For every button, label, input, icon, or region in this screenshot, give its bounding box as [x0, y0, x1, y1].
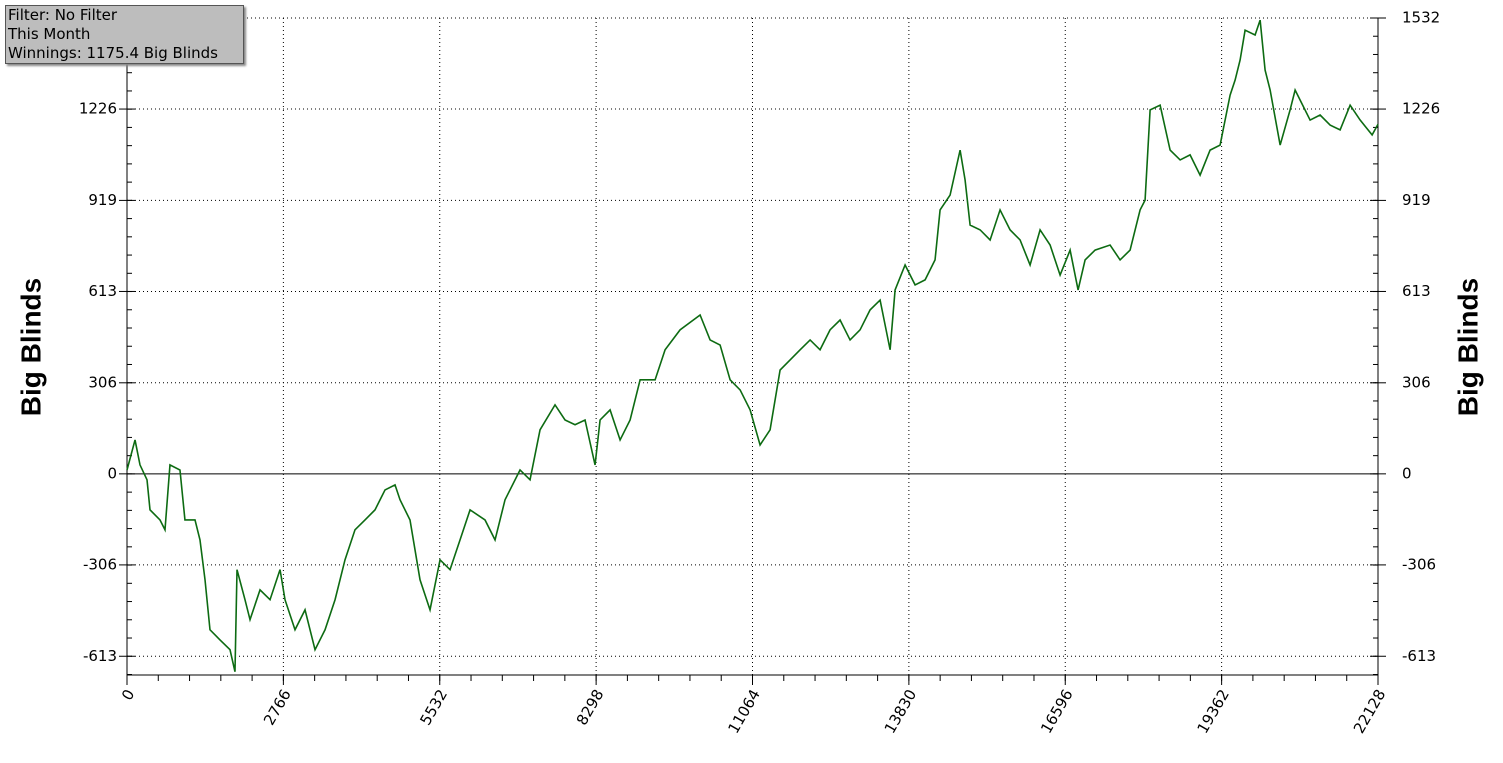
y-tick-label: 306: [88, 373, 117, 391]
x-tick-label: 8298: [573, 686, 608, 728]
x-tick-label: 2766: [260, 686, 295, 728]
x-tick-label: 0: [118, 686, 138, 703]
y-axis-label: Big Blinds: [15, 278, 46, 416]
y2-tick-label: -306: [1402, 555, 1436, 573]
x-tick-label: 11064: [724, 686, 763, 736]
y2-tick-label: 306: [1402, 373, 1431, 391]
x-tick-label: 22128: [1350, 686, 1389, 736]
x-tick-label: 19362: [1194, 686, 1233, 736]
x-tick-label: 13830: [881, 686, 920, 736]
y-tick-label: -613: [83, 647, 117, 665]
winnings-text: Winnings: 1175.4 Big Blinds: [8, 44, 218, 62]
y-tick-label: 0: [107, 464, 117, 482]
y2-tick-label: -613: [1402, 647, 1436, 665]
y-tick-label: 1226: [79, 100, 117, 118]
x-tick-label: 16596: [1037, 686, 1076, 736]
info-box: Filter: No Filter This Month Winnings: 1…: [5, 5, 244, 64]
y2-tick-label: 613: [1402, 282, 1431, 300]
y-tick-label: 613: [88, 282, 117, 300]
y-tick-label: 919: [88, 191, 117, 209]
y2-tick-label: 919: [1402, 191, 1431, 209]
data-line: [126, 19, 1379, 672]
filter-text: Filter: No Filter: [8, 6, 118, 24]
y2-axis-label: Big Blinds: [1452, 278, 1483, 416]
y2-tick-label: 1532: [1402, 9, 1440, 27]
period-text: This Month: [8, 25, 91, 43]
y2-tick-label: 0: [1402, 464, 1412, 482]
x-tick-label: 5532: [416, 686, 451, 728]
y2-tick-label: 1226: [1402, 100, 1440, 118]
y-tick-label: -306: [83, 555, 117, 573]
